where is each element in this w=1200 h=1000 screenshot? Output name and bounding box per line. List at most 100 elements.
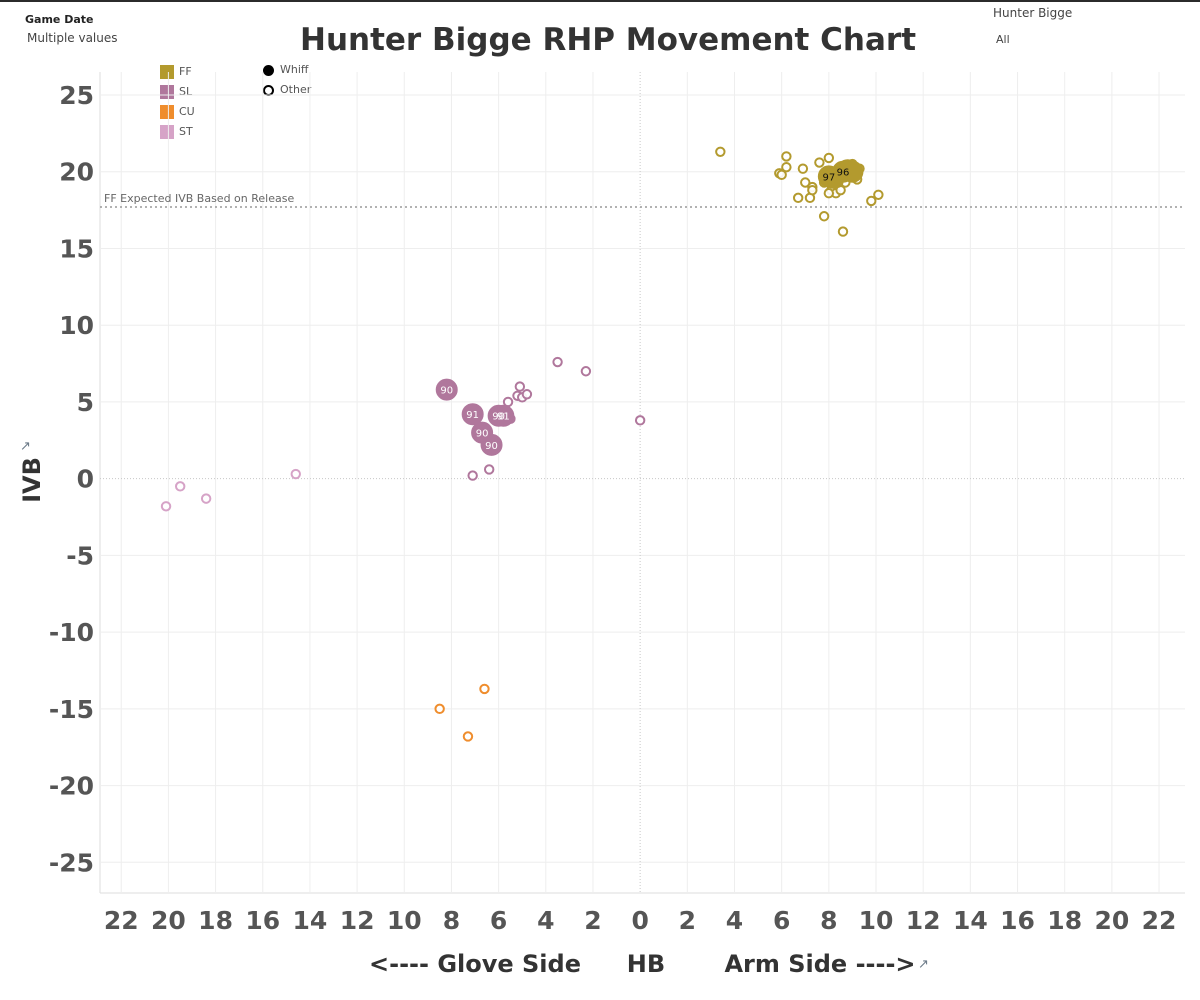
game-date-filter-value[interactable]: Multiple values	[27, 31, 118, 45]
pitch-point-ff[interactable]	[818, 211, 830, 222]
pitch-point-sl[interactable]	[502, 396, 514, 408]
legend-label-cu: CU	[179, 105, 195, 118]
pitch-point-sl[interactable]	[521, 389, 533, 400]
pitcher-filter-value[interactable]: All	[996, 33, 1010, 46]
pitch-point-st[interactable]	[200, 493, 212, 504]
x-tick-label: 20	[151, 906, 186, 935]
top-border	[0, 0, 1200, 2]
pin-icon[interactable]: ↗	[918, 957, 929, 972]
x-axis-label-glove-side: <---- Glove Side	[369, 950, 581, 978]
y-tick-label: 25	[59, 81, 94, 110]
velocity-label: 96	[837, 168, 850, 179]
velocity-label: 90	[476, 429, 489, 440]
legend-swatch-cu	[160, 105, 174, 119]
pitch-point-ff[interactable]	[797, 163, 809, 174]
pitcher-filter-label: Hunter Bigge	[993, 6, 1073, 20]
y-tick-label: -5	[66, 541, 94, 570]
x-tick-label: 4	[537, 906, 554, 935]
pitch-point-ff[interactable]	[800, 177, 811, 188]
x-tick-label: 2	[584, 906, 601, 935]
velocity-label: 90	[440, 386, 453, 397]
pitch-point-ff[interactable]	[814, 157, 825, 168]
pitch-point-sl[interactable]	[552, 356, 563, 368]
x-tick-label: 6	[773, 906, 790, 935]
velocity-label: 91	[466, 410, 479, 421]
pitch-point-ff[interactable]	[866, 195, 877, 207]
whiff-point-ff[interactable]	[841, 160, 864, 183]
pitch-point-cu[interactable]	[462, 731, 474, 742]
chart-title: Hunter Bigge RHP Movement Chart	[300, 22, 917, 58]
x-tick-label: 14	[953, 906, 988, 935]
whiff-point-sl[interactable]	[480, 433, 503, 456]
y-axis-title: IVB	[18, 457, 46, 503]
pitch-point-st[interactable]	[160, 501, 172, 512]
x-tick-label: 22	[104, 906, 139, 935]
pitch-point-ff[interactable]	[873, 189, 884, 200]
y-tick-label: 0	[77, 465, 94, 494]
y-tick-label: -25	[49, 848, 94, 877]
velocity-label: 91	[497, 412, 510, 423]
pitch-point-ff[interactable]	[792, 192, 804, 204]
y-tick-label: 5	[77, 388, 94, 417]
x-tick-label: 6	[490, 906, 507, 935]
x-tick-label: 4	[726, 906, 743, 935]
legend-label-other: Other	[280, 83, 312, 96]
y-tick-label: -10	[49, 618, 94, 647]
whiff-point-sl[interactable]	[492, 404, 515, 427]
pitch-point-sl[interactable]	[467, 470, 478, 481]
legend-swatch-ff	[160, 65, 174, 79]
legend-swatch-st	[160, 125, 174, 139]
x-tick-label: 10	[387, 906, 422, 935]
x-tick-label: 2	[679, 906, 696, 935]
pitch-point-ff[interactable]	[781, 151, 792, 162]
pitch-point-ff[interactable]	[781, 161, 792, 173]
pitch-point-cu[interactable]	[479, 683, 490, 695]
y-tick-label: 15	[59, 234, 94, 263]
game-date-filter-label: Game Date	[25, 13, 94, 26]
y-tick-label: -20	[49, 772, 94, 801]
x-axis-label-arm-side: Arm Side ---->	[724, 950, 915, 978]
pitch-point-sl[interactable]	[580, 366, 592, 377]
velocity-label: 97	[822, 172, 835, 183]
x-tick-label: 18	[1047, 906, 1082, 935]
whiff-point-sl[interactable]	[435, 378, 458, 401]
pitch-point-ff[interactable]	[776, 169, 787, 181]
x-tick-label: 8	[443, 906, 460, 935]
x-tick-label: 16	[1000, 906, 1035, 935]
pitch-point-ff[interactable]	[823, 188, 835, 199]
x-tick-label: 10	[859, 906, 894, 935]
pitch-point-ff[interactable]	[823, 152, 835, 164]
legend-label-ff: FF	[179, 65, 192, 78]
x-axis-title: HB	[627, 950, 665, 978]
pitch-point-sl[interactable]	[634, 415, 646, 426]
y-tick-label: -15	[49, 695, 94, 724]
x-tick-label: 8	[820, 906, 837, 935]
pin-icon[interactable]: ↗	[20, 439, 31, 454]
pitch-point-st[interactable]	[174, 481, 186, 492]
whiff-point-sl[interactable]	[461, 403, 484, 426]
x-tick-label: 22	[1142, 906, 1177, 935]
x-tick-label: 14	[293, 906, 328, 935]
x-tick-label: 12	[906, 906, 941, 935]
filled-circle-icon	[263, 65, 274, 76]
legend-label-whiff: Whiff	[280, 63, 309, 76]
x-tick-label: 18	[198, 906, 233, 935]
pitch-point-st[interactable]	[290, 468, 301, 480]
legend-label-st: ST	[179, 125, 193, 138]
x-tick-label: 12	[340, 906, 375, 935]
expected-ivb-label: FF Expected IVB Based on Release	[104, 192, 294, 205]
y-tick-label: 10	[59, 311, 94, 340]
pitch-point-ff[interactable]	[837, 226, 849, 237]
pitch-point-ff[interactable]	[807, 184, 818, 196]
x-tick-label: 20	[1094, 906, 1129, 935]
y-tick-label: 20	[59, 158, 94, 187]
velocity-label: 90	[485, 441, 498, 452]
x-tick-label: 0	[631, 906, 648, 935]
pitch-point-cu[interactable]	[434, 703, 445, 715]
pitch-point-sl[interactable]	[514, 381, 526, 392]
pitch-point-sl[interactable]	[483, 464, 495, 475]
pitch-point-ff[interactable]	[715, 146, 726, 157]
x-tick-label: 16	[245, 906, 280, 935]
velocity-label: 90	[492, 412, 505, 423]
